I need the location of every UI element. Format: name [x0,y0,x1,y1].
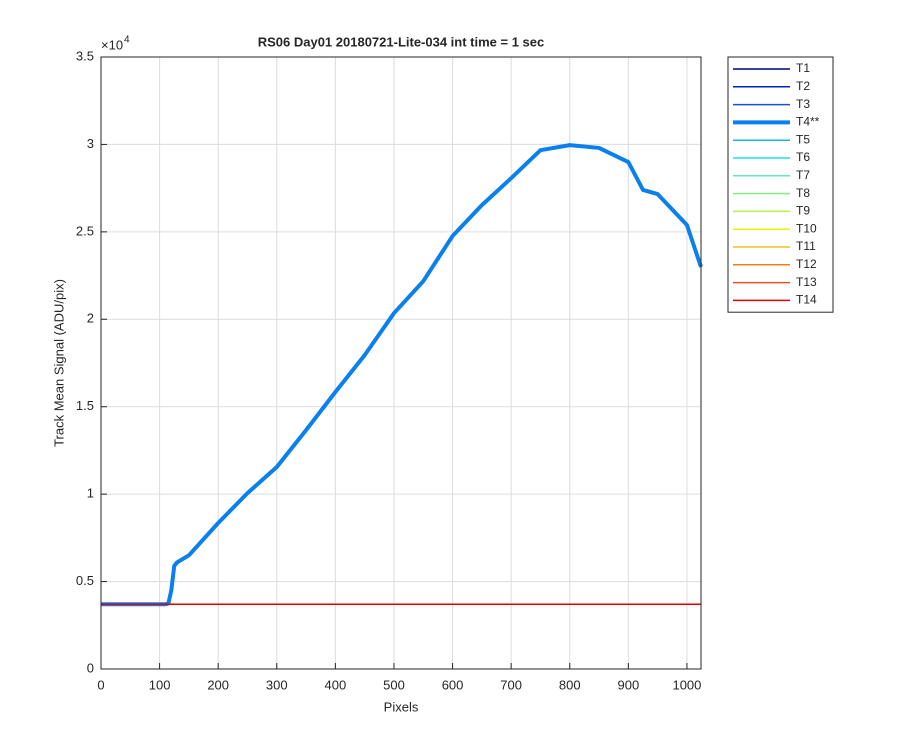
legend-label: T11 [796,239,816,253]
y-tick-label: 1 [87,486,94,501]
y-tick-label: 1.5 [76,398,94,413]
x-axis-label: Pixels [384,699,419,714]
y-axis-label: Track Mean Signal (ADU/pix) [51,279,66,447]
x-tick-label: 600 [442,677,464,692]
legend-label: T1 [796,61,810,75]
y-tick-label: 0.5 [76,573,94,588]
legend-label: T4** [796,115,820,129]
legend-label: T8 [796,186,810,200]
legend-label: T14 [796,293,817,307]
x-tick-label: 200 [207,677,229,692]
legend-label: T10 [796,221,817,235]
y-exponent: 4 [124,35,130,46]
x-tick-label: 500 [383,677,405,692]
x-tick-label: 700 [500,677,522,692]
legend-label: T12 [796,257,817,271]
y-tick-label: 3.5 [76,48,94,63]
x-tick-label: 0 [97,677,104,692]
axes-box [100,56,702,670]
legend-label: T6 [796,150,810,164]
y-tick-label: 0 [87,660,94,675]
y-exponent-base: ×10 [101,37,123,52]
legend-box [727,56,834,313]
plot-area [101,57,701,669]
chart-title: RS06 Day01 20180721-Lite-034 int time = … [258,34,545,49]
x-tick-label: 900 [617,677,639,692]
x-tick-label: 300 [266,677,288,692]
y-tick-label: 3 [87,136,94,151]
legend-label: T5 [796,132,810,146]
line-series [101,143,703,607]
x-tick-label: 1000 [672,677,701,692]
x-tick-label: 400 [325,677,347,692]
y-tick-label: 2.5 [76,223,94,238]
legend-label: T9 [796,204,810,218]
legend-label: T13 [796,275,817,289]
x-tick-label: 100 [149,677,171,692]
y-tick-label: 2 [87,311,94,326]
legend-label: T7 [796,168,810,182]
legend-label: T3 [796,97,810,111]
legend-label: T2 [796,79,810,93]
x-tick-label: 800 [559,677,581,692]
